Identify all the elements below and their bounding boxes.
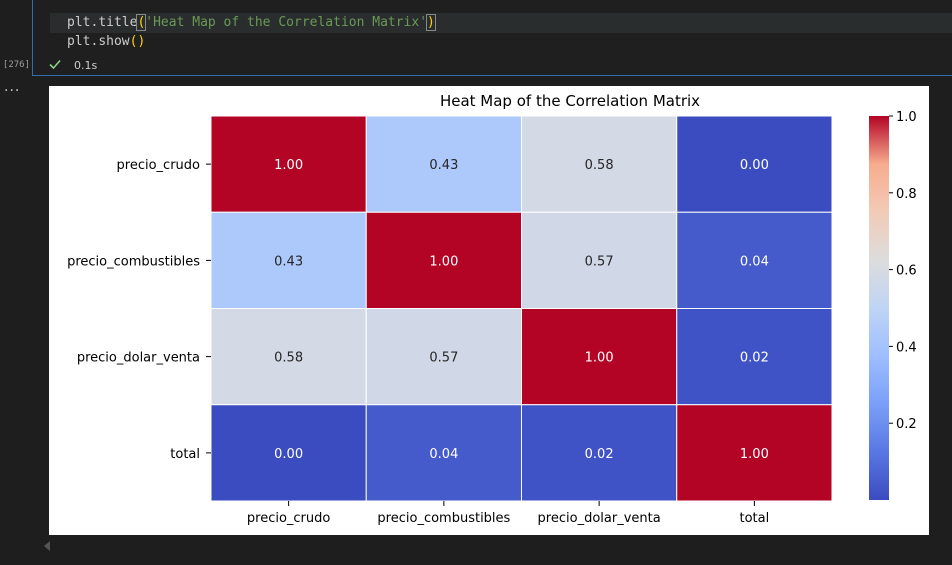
code-token-object: plt	[67, 34, 91, 49]
heatmap-cell	[365, 404, 522, 502]
colorbar	[869, 116, 889, 500]
heatmap-cell-value: 0.58	[274, 351, 303, 366]
code-token-open-paren: (	[136, 14, 147, 31]
code-token-method: title	[98, 15, 138, 30]
code-line-show[interactable]: plt.show()	[67, 34, 146, 49]
heatmap-cell-value: 1.00	[585, 351, 614, 366]
x-tick-label: precio_crudo	[247, 511, 331, 526]
colorbar-tick-label: 0.4	[896, 340, 917, 355]
heatmap-cell	[365, 308, 522, 406]
code-token-close-paren: )	[137, 34, 146, 49]
heatmap-cell-value: 0.02	[585, 447, 614, 462]
execution-count: [276]	[2, 60, 30, 70]
heatmap-cell	[521, 115, 678, 213]
code-cell[interactable]	[32, 0, 952, 76]
y-tick-label: precio_combustibles	[67, 254, 200, 269]
heatmap-cell-value: 0.43	[429, 158, 458, 173]
code-token-close-paren: )	[426, 14, 436, 31]
heatmap-cell	[210, 211, 367, 309]
heatmap-cell-value: 0.00	[740, 158, 769, 173]
heatmap-cell-value: 0.43	[274, 254, 303, 269]
colorbar-tick-label: 1.0	[896, 110, 917, 125]
heatmap-cell	[521, 211, 678, 309]
chart-title: Heat Map of the Correlation Matrix	[439, 92, 701, 110]
heatmap-cell-value: 0.57	[585, 254, 614, 269]
heatmap-cell-value: 0.58	[585, 158, 614, 173]
code-token-object: plt	[67, 15, 91, 30]
heatmap-cell-value: 1.00	[740, 447, 769, 462]
colorbar-tick-label: 0.2	[896, 417, 917, 432]
code-line-title[interactable]: plt.title('Heat Map of the Correlation M…	[50, 13, 952, 33]
colorbar-tick-label: 0.8	[896, 187, 917, 202]
x-tick-label: precio_dolar_venta	[538, 511, 661, 526]
heatmap-cell-value: 0.00	[274, 447, 303, 462]
heatmap-cell-value: 1.00	[274, 158, 303, 173]
heatmap-cell-value: 0.57	[429, 351, 458, 366]
x-tick-label: precio_combustibles	[377, 511, 510, 526]
heatmap-cell	[365, 211, 522, 309]
heatmap-cell-value: 0.04	[429, 447, 458, 462]
heatmap-cell	[210, 404, 367, 502]
heatmap-cell-value: 1.00	[429, 254, 458, 269]
heatmap-cell	[676, 211, 833, 309]
heatmap-cell-value: 0.02	[740, 351, 769, 366]
heatmap-chart: 1.00 0.43 0.58 0.00 0.43 1.00 0.57 0.04 0.58 0.57…	[67, 110, 917, 526]
cell-output: Heat Map of the Correlation Matrix 1.00 0…	[49, 86, 929, 535]
code-token-method: show	[98, 34, 130, 49]
y-tick-label: total	[170, 447, 200, 462]
code-editor[interactable]: plt.title('Heat Map of the Correlation M…	[50, 10, 952, 54]
x-tick-label: total	[740, 511, 770, 526]
code-token-open-paren: (	[129, 34, 138, 49]
y-tick-label: precio_dolar_venta	[77, 351, 200, 366]
y-tick-label: precio_crudo	[117, 158, 201, 173]
heatmap-cell-value: 0.04	[740, 254, 769, 269]
heatmap-cell	[521, 308, 678, 406]
heatmap-cell	[676, 308, 833, 406]
ellipsis-icon[interactable]: ···	[4, 83, 21, 99]
execution-time: 0.1s	[74, 59, 98, 72]
check-icon	[49, 59, 61, 70]
colorbar-tick-label: 0.6	[896, 264, 917, 279]
heatmap-cell	[676, 115, 833, 213]
heatmap-cell	[676, 404, 833, 502]
scroll-left-icon[interactable]	[44, 541, 50, 551]
code-token-string: 'Heat Map of the Correlation Matrix'	[145, 15, 428, 30]
